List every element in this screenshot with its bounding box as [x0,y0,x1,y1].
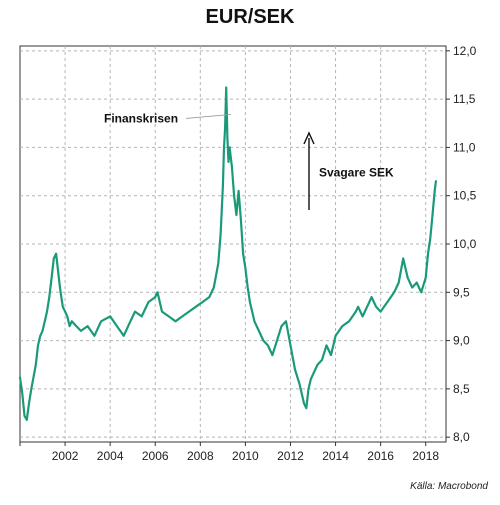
annotation-svagare-sek: Svagare SEK [319,165,394,179]
source-note: Källa: Macrobond [410,481,488,492]
x-tick-label: 2006 [142,449,169,463]
y-tick-label: 10,0 [453,237,477,251]
y-tick-label: 10,5 [453,189,477,203]
x-tick-label: 2012 [277,449,304,463]
x-tick-label: 2002 [52,449,79,463]
x-tick-label: 2018 [412,449,439,463]
y-tick-label: 8,0 [453,430,470,444]
y-tick-label: 9,0 [453,334,470,348]
annotation-arrow-head [303,131,315,145]
y-tick-label: 8,5 [453,382,470,396]
chart-title: EUR/SEK [205,6,295,28]
annotation-finanskrisen: Finanskrisen [104,111,178,125]
x-tick-label: 2014 [322,449,349,463]
series-line-eursek [18,86,437,421]
y-tick-label: 11,5 [453,92,476,106]
x-tick-label: 2004 [97,449,124,463]
annotation-leader-line [185,113,231,119]
x-tick-label: 2008 [187,449,214,463]
y-tick-label: 11,0 [453,140,476,154]
x-tick-label: 2016 [367,449,394,463]
x-tick-label: 2010 [232,449,259,463]
y-tick-label: 9,5 [453,285,470,299]
y-tick-label: 12,0 [453,44,477,58]
